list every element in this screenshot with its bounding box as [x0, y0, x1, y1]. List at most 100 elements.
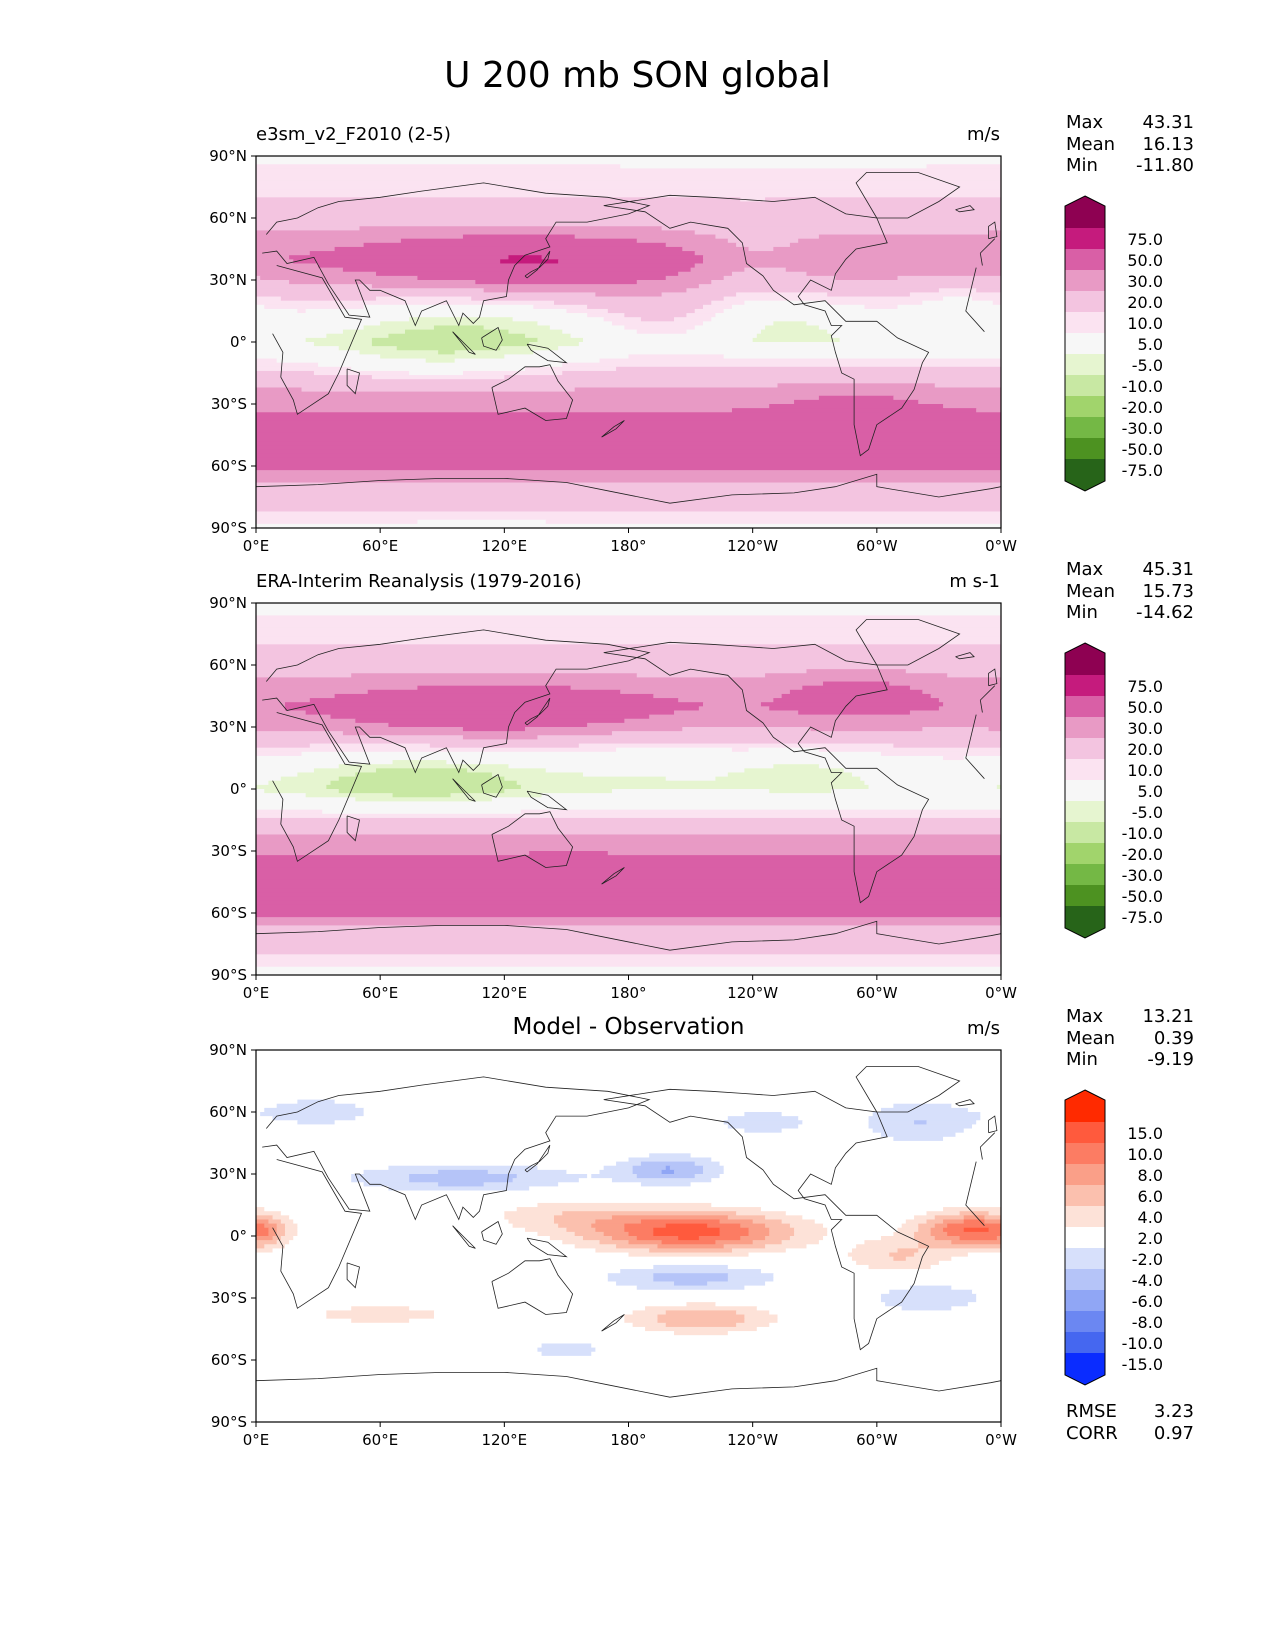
colorbar-label: -5.0	[1132, 803, 1163, 822]
y-tick-label: 90°N	[209, 1041, 247, 1059]
coastline-4	[603, 1088, 930, 1351]
units-label: m/s	[967, 1018, 1000, 1039]
colorbar-segment	[1065, 1143, 1105, 1165]
colorbar-label: -4.0	[1132, 1271, 1163, 1290]
y-tick-label: 30°S	[211, 842, 247, 860]
colorbar-extension-top	[1065, 643, 1105, 675]
colorbar-segment	[1065, 822, 1105, 844]
colorbar-segment	[1065, 675, 1105, 697]
colorbar-label: -30.0	[1122, 419, 1163, 438]
colorbar-label: 10.0	[1127, 1145, 1163, 1164]
coastline-3	[491, 364, 574, 421]
error-stats-box: RMSE 3.23 CORR 0.97	[1066, 1401, 1194, 1444]
colorbar-label: 50.0	[1127, 251, 1163, 270]
x-tick-label: 180°	[610, 984, 646, 1002]
map-plot: 0°E 60°E 120°E 180° 120°W 60°W 0°W 90°N 60°N 30°N…	[209, 594, 1163, 1002]
filled-contour-field	[256, 156, 1001, 528]
x-tick-label: 60°E	[362, 537, 398, 555]
coastline-12	[988, 1115, 998, 1134]
colorbar-label: 8.0	[1138, 1166, 1163, 1185]
colorbar-label: -20.0	[1122, 845, 1163, 864]
colorbar-extension-bottom	[1065, 1353, 1105, 1385]
colorbar-segment	[1065, 864, 1105, 886]
x-tick-label: 0°W	[985, 537, 1017, 555]
colorbar-label: 75.0	[1127, 677, 1163, 696]
colorbar-extension-bottom	[1065, 906, 1105, 938]
panel-title: Model - Observation	[512, 1014, 745, 1040]
colorbar-segment	[1065, 312, 1105, 334]
colorbar-label: -15.0	[1122, 1355, 1163, 1374]
coastline-2	[262, 629, 996, 774]
colorbar-segment	[1065, 438, 1105, 460]
colorbar-segment	[1065, 354, 1105, 376]
stat-max: Max 45.31	[1066, 559, 1194, 580]
y-tick-label: 0°	[230, 1227, 247, 1245]
colorbar-label: -2.0	[1132, 1250, 1163, 1269]
colorbar-label: -75.0	[1122, 461, 1163, 480]
colorbar-label: -50.0	[1122, 887, 1163, 906]
coastline-5	[855, 172, 961, 219]
coastlines	[256, 1066, 1001, 1398]
stat-min: Min -11.80	[1066, 155, 1194, 176]
y-tick-label: 90°S	[211, 1413, 247, 1431]
coastline-11	[601, 1314, 625, 1332]
stats-box: Max 45.31 Mean 15.73 Min -14.62	[1066, 559, 1194, 624]
coastline-14	[955, 1099, 975, 1107]
x-tick-label: 60°E	[362, 984, 398, 1002]
colorbar-segment	[1065, 1185, 1105, 1207]
y-tick-label: 0°	[230, 333, 247, 351]
x-tick-label: 120°E	[482, 537, 528, 555]
colorbar-outline	[1064, 1089, 1106, 1386]
y-tick-label: 30°N	[209, 718, 247, 736]
colorbar-segment	[1065, 1206, 1105, 1228]
colorbar-label: -6.0	[1132, 1292, 1163, 1311]
coastline-6	[256, 920, 1001, 951]
colorbar-segment	[1065, 1122, 1105, 1144]
panel-title: ERA-Interim Reanalysis (1979-2016)	[256, 571, 582, 592]
coastline-11	[601, 420, 625, 438]
stat-max: Max 43.31	[1066, 112, 1194, 133]
stats-box: Max 43.31 Mean 16.13 Min -11.80	[1066, 112, 1194, 177]
coastline-14	[955, 205, 975, 213]
coastline-3	[491, 1258, 574, 1315]
colorbar-segment	[1065, 396, 1105, 418]
units-label: m s-1	[949, 571, 1000, 592]
x-tick-label: 60°E	[362, 1431, 398, 1449]
colorbar-label: -10.0	[1122, 824, 1163, 843]
coastlines	[256, 172, 1001, 504]
coastline-12	[988, 221, 998, 240]
colorbar-label: -5.0	[1132, 356, 1163, 375]
colorbar-segment	[1065, 801, 1105, 823]
coastline-6	[256, 1367, 1001, 1398]
coastline-6	[256, 473, 1001, 504]
coastline-9	[481, 773, 503, 798]
x-tick-label: 120°W	[727, 1431, 778, 1449]
coastline-8	[452, 778, 476, 802]
colorbar-label: -30.0	[1122, 866, 1163, 885]
colorbar-outline	[1064, 642, 1106, 939]
coastline-13	[346, 368, 360, 395]
colorbar-segment	[1065, 780, 1105, 802]
colorbar-segment	[1065, 375, 1105, 397]
coastline-5	[855, 619, 961, 666]
colorbar-segment	[1065, 738, 1105, 760]
colorbar-segment	[1065, 417, 1105, 439]
coastline-8	[452, 331, 476, 355]
y-tick-label: 30°N	[209, 271, 247, 289]
colorbar-segment	[1065, 333, 1105, 355]
colorbar: 75.0 50.0 30.0 20.0 10.0 5.0 -5.0 -10.0 -20.0 -30…	[1064, 642, 1163, 939]
colorbar-segment	[1065, 270, 1105, 292]
colorbar-label: -50.0	[1122, 440, 1163, 459]
colorbar-label: 20.0	[1127, 740, 1163, 759]
y-tick-label: 60°N	[209, 209, 247, 227]
x-tick-label: 180°	[610, 1431, 646, 1449]
filled-contour-field	[256, 1050, 1001, 1422]
coastline-4	[603, 641, 930, 904]
map-panel-2: ERA-Interim Reanalysis (1979-2016) m s-1 M…	[0, 559, 1275, 1025]
y-tick-label: 30°N	[209, 1165, 247, 1183]
y-tick-label: 60°N	[209, 656, 247, 674]
coastline-8	[452, 1225, 476, 1249]
figure-title: U 200 mb SON global	[444, 55, 831, 96]
colorbar-label: 30.0	[1127, 272, 1163, 291]
map-plot: 0°E 60°E 120°E 180° 120°W 60°W 0°W 90°N 60°N 30°N…	[209, 1041, 1163, 1449]
